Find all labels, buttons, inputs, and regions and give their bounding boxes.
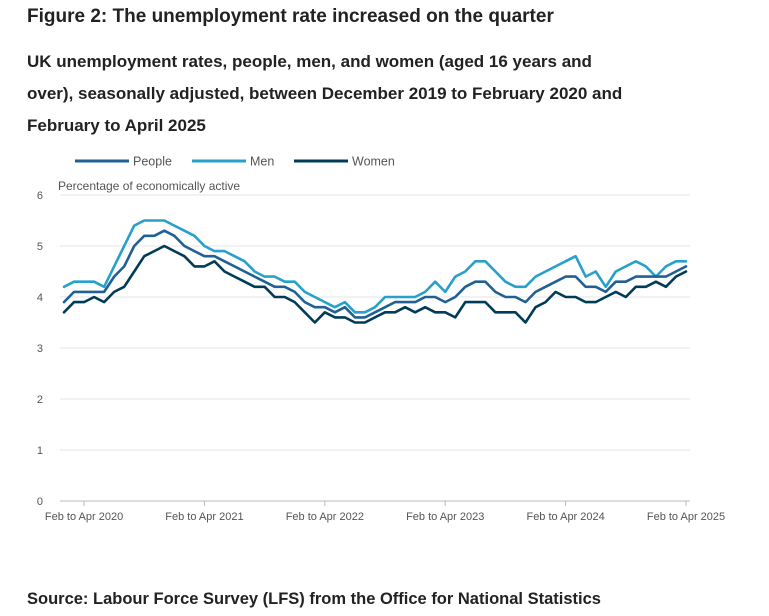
chart-legend[interactable]: People Men Women (75, 155, 395, 169)
legend-label: Women (352, 155, 395, 169)
x-tick-label: Feb to Apr 2022 (286, 511, 364, 523)
legend-item-people[interactable]: People (75, 155, 172, 169)
legend-item-men[interactable]: Men (192, 155, 274, 169)
series-line-people[interactable] (62, 229, 688, 319)
y-tick-label: 2 (37, 394, 43, 406)
y-tick-label: 0 (37, 496, 43, 508)
chart-gridlines (60, 194, 690, 502)
legend-label: Men (250, 155, 274, 169)
figure-title: Figure 2: The unemployment rate increase… (27, 6, 554, 27)
source-note: Source: Labour Force Survey (LFS) from t… (27, 590, 601, 608)
chart-series-lines[interactable] (62, 219, 688, 324)
legend-item-women[interactable]: Women (294, 155, 395, 169)
x-tick-label: Feb to Apr 2020 (45, 511, 123, 523)
y-tick-label: 1 (37, 445, 43, 457)
x-tick-label: Feb to Apr 2023 (406, 511, 484, 523)
line-chart: People Men Women Percentage of economicall… (37, 155, 725, 524)
y-tick-label: 3 (37, 343, 43, 355)
x-axis: Feb to Apr 2020 Feb to Apr 2021 Feb to Apr… (45, 501, 725, 523)
y-tick-label: 5 (37, 241, 43, 253)
series-line-women[interactable] (62, 244, 688, 324)
x-tick-label: Feb to Apr 2024 (526, 511, 604, 523)
x-tick-label: Feb to Apr 2021 (165, 511, 243, 523)
y-axis-label: Percentage of economically active (58, 179, 240, 193)
chart-subtitle: UK unemployment rates, people, men, and … (27, 52, 623, 135)
series-line-men[interactable] (62, 219, 688, 314)
x-tick-label: Feb to Apr 2025 (647, 511, 725, 523)
y-tick-label: 4 (37, 292, 43, 304)
y-tick-label: 6 (37, 190, 43, 202)
y-axis-ticks: 0 1 2 3 4 5 6 (37, 190, 43, 508)
legend-label: People (133, 155, 172, 169)
